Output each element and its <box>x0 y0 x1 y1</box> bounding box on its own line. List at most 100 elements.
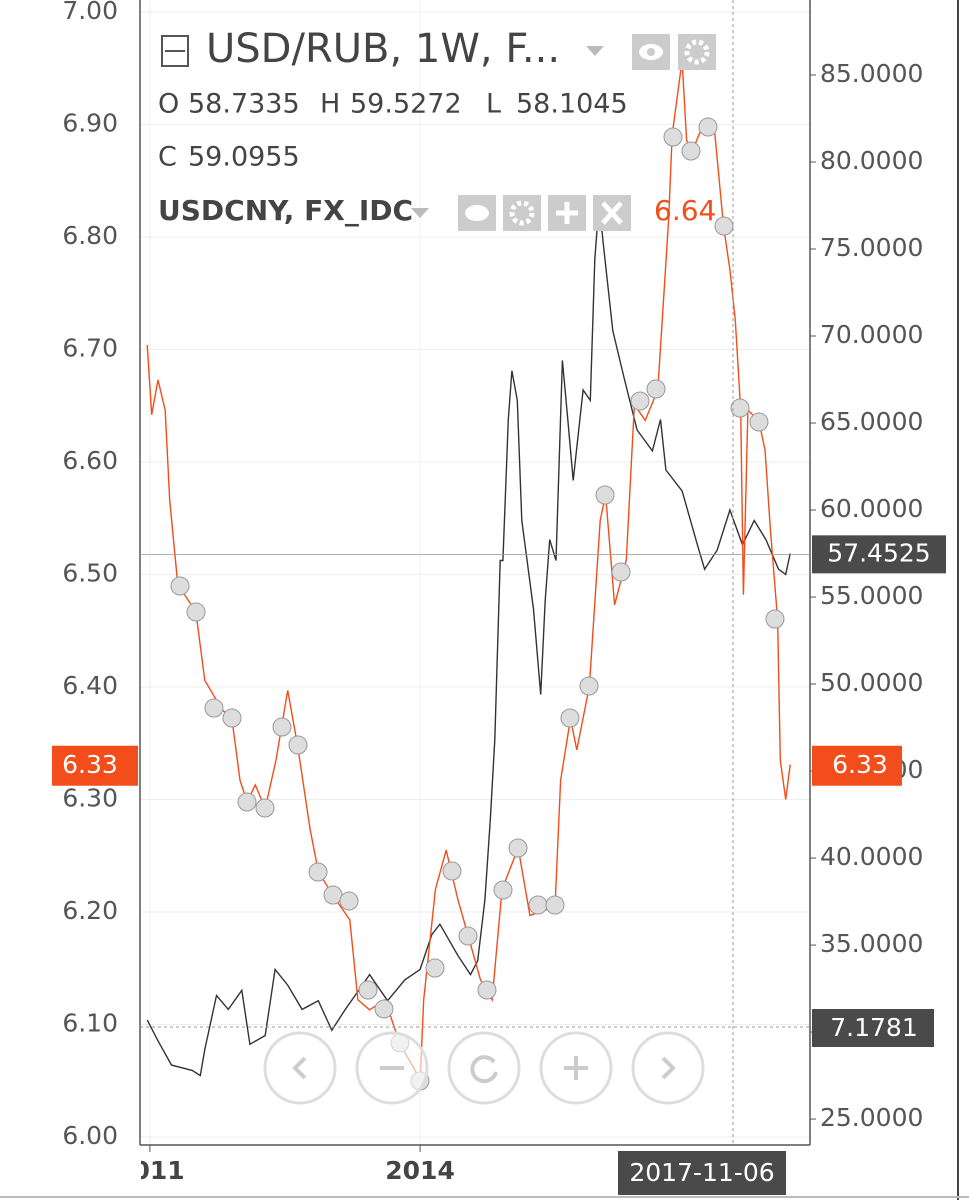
legend: USD/RUB, 1W, F... O 58.7335 H 59.5272 L 58.10… <box>158 26 716 231</box>
ohlc: O 58.7335 H 59.5272 L 58.1045 C 59.0955 <box>158 89 628 173</box>
y2-tick-label: 35.0000 <box>820 929 923 958</box>
ohlc-key: C <box>158 142 177 173</box>
last-value-box <box>52 745 138 786</box>
series-line <box>146 200 791 1077</box>
collapse-icon[interactable] <box>161 35 189 67</box>
settings-button[interactable] <box>503 195 541 231</box>
event-marker <box>681 141 701 161</box>
event-marker <box>477 980 497 1000</box>
y2-tick-label: 50.0000 <box>820 668 923 697</box>
y-tick-label: 6.10 <box>62 1009 118 1038</box>
event-marker <box>560 708 580 728</box>
reset-icon <box>470 1055 498 1084</box>
event-marker <box>630 391 650 411</box>
event-marker <box>579 676 599 696</box>
event-marker <box>595 485 615 505</box>
event-marker <box>308 862 328 882</box>
event-marker <box>730 398 750 418</box>
event-marker <box>528 895 548 915</box>
event-marker <box>749 412 769 432</box>
crosshair-date: 2017-11-06 <box>629 1158 774 1187</box>
gear-icon <box>684 39 710 65</box>
event-marker <box>339 891 359 911</box>
y2-tick-label: 75.0000 <box>820 233 923 262</box>
last-value-box <box>812 535 946 574</box>
last-value-label: 57.4525 <box>827 538 930 567</box>
grid <box>140 0 810 1145</box>
y-tick-label: 6.70 <box>62 334 118 363</box>
ohlc-key: O <box>158 89 179 120</box>
chevron-right <box>661 1056 676 1080</box>
event-marker <box>493 880 513 900</box>
y2-tick-label: 80.0000 <box>820 146 923 175</box>
event-marker <box>170 576 190 596</box>
series-line <box>146 60 791 1083</box>
scroll-right-button[interactable] <box>631 1031 705 1105</box>
chevron-left <box>292 1056 307 1080</box>
y2-tick-label: 25.0000 <box>820 1103 923 1132</box>
compare-series-title: USDCNY, FX_IDC <box>158 194 413 227</box>
event-marker <box>442 861 462 881</box>
last-value-label: 6.33 <box>62 750 118 779</box>
ohlc-value: 59.0955 <box>188 142 300 173</box>
event-marker <box>611 562 631 582</box>
ohlc-value: 59.5272 <box>350 89 462 120</box>
y-tick-label: 6.50 <box>62 559 118 588</box>
event-marker <box>204 698 224 718</box>
ohlc-value: 58.1045 <box>516 89 628 120</box>
main-series-title: USD/RUB, 1W, F... <box>206 26 560 72</box>
event-marker <box>458 926 478 946</box>
settings-button[interactable] <box>678 34 716 70</box>
y2-tick-label: 85.0000 <box>820 59 923 88</box>
y-tick-label: 6.60 <box>62 446 118 475</box>
event-marker <box>508 838 528 858</box>
dropdown-arrow[interactable] <box>411 208 429 218</box>
legend-value: 6.64 <box>654 194 716 227</box>
event-marker <box>272 717 292 737</box>
y-tick-label: 6.80 <box>62 221 118 250</box>
event-marker <box>237 792 257 812</box>
crosshair-value-box <box>812 1009 934 1047</box>
y-tick-label: 6.90 <box>62 109 118 138</box>
ohlc-value: 58.7335 <box>188 89 300 120</box>
event-marker <box>663 127 683 147</box>
last-value-box <box>812 745 902 786</box>
x-tick-label: 2014 <box>385 1156 455 1185</box>
dropdown-arrow[interactable] <box>586 46 604 56</box>
event-marker <box>186 602 206 622</box>
y-tick-label: 7.00 <box>62 0 118 25</box>
scroll-left-button[interactable] <box>263 1031 337 1105</box>
navigation <box>263 1031 705 1105</box>
y-tick-label: 6.00 <box>62 1121 118 1150</box>
ohlc-key: H <box>320 89 340 120</box>
crosshair-value: 7.1781 <box>830 1013 917 1042</box>
y2-tick-label: 70.0000 <box>820 320 923 349</box>
cross-icon <box>601 201 623 225</box>
last-value-label: 6.33 <box>832 750 888 779</box>
reset-button[interactable] <box>447 1031 521 1105</box>
event-marker <box>288 735 308 755</box>
event-marker <box>698 117 718 137</box>
crosshair-date-box <box>618 1151 786 1195</box>
event-marker <box>646 379 666 399</box>
event-marker <box>358 980 378 1000</box>
y-tick-label: 6.30 <box>62 784 118 813</box>
y2-tick-label: 60.0000 <box>820 494 923 523</box>
event-marker <box>765 609 785 629</box>
plus-icon <box>564 1056 588 1080</box>
y2-tick-label: 40.0000 <box>820 842 923 871</box>
plot-area <box>146 60 791 1083</box>
y-tick-label: 6.20 <box>62 896 118 925</box>
event-marker <box>374 999 394 1019</box>
ohlc-key: L <box>486 89 501 120</box>
y-tick-label: 6.40 <box>62 671 118 700</box>
eye-icon <box>465 205 489 221</box>
event-marker <box>255 798 275 818</box>
event-marker <box>323 885 343 905</box>
plus-icon <box>556 202 578 224</box>
event-marker <box>425 958 445 978</box>
event-marker <box>545 895 565 915</box>
event-marker <box>714 216 734 236</box>
